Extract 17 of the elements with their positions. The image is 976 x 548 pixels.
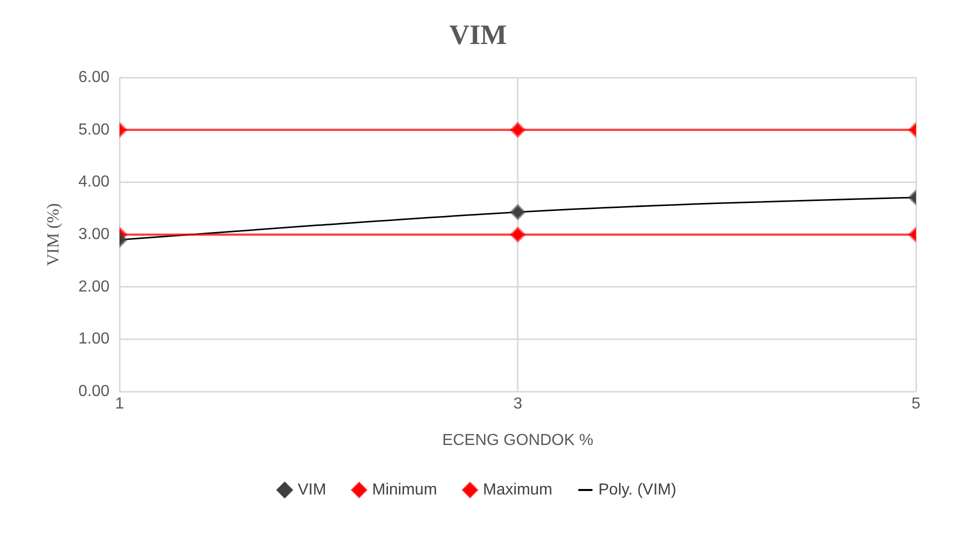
- y-tick-label: 1.00: [78, 330, 110, 348]
- y-axis-title: VIM (%): [44, 203, 63, 266]
- legend-label: VIM: [298, 481, 326, 498]
- y-tick-label: 6.00: [78, 69, 110, 86]
- x-tick-label: 5: [912, 396, 921, 413]
- y-tick-label: 4.00: [78, 174, 110, 191]
- legend-label: Minimum: [372, 481, 438, 498]
- y-tick-label: 3.00: [78, 226, 110, 244]
- legend-label: Poly. (VIM): [598, 481, 676, 498]
- y-tick-label: 5.00: [78, 121, 110, 138]
- legend-label: Maximum: [483, 481, 552, 498]
- x-axis-title: ECENG GONDOK %: [442, 432, 594, 449]
- y-tick-label: 2.00: [78, 278, 110, 296]
- x-tick-label: 1: [115, 396, 124, 413]
- y-tick-label: 0.00: [78, 383, 110, 400]
- x-tick-label: 3: [513, 396, 522, 413]
- chart-title: VIM: [449, 20, 507, 52]
